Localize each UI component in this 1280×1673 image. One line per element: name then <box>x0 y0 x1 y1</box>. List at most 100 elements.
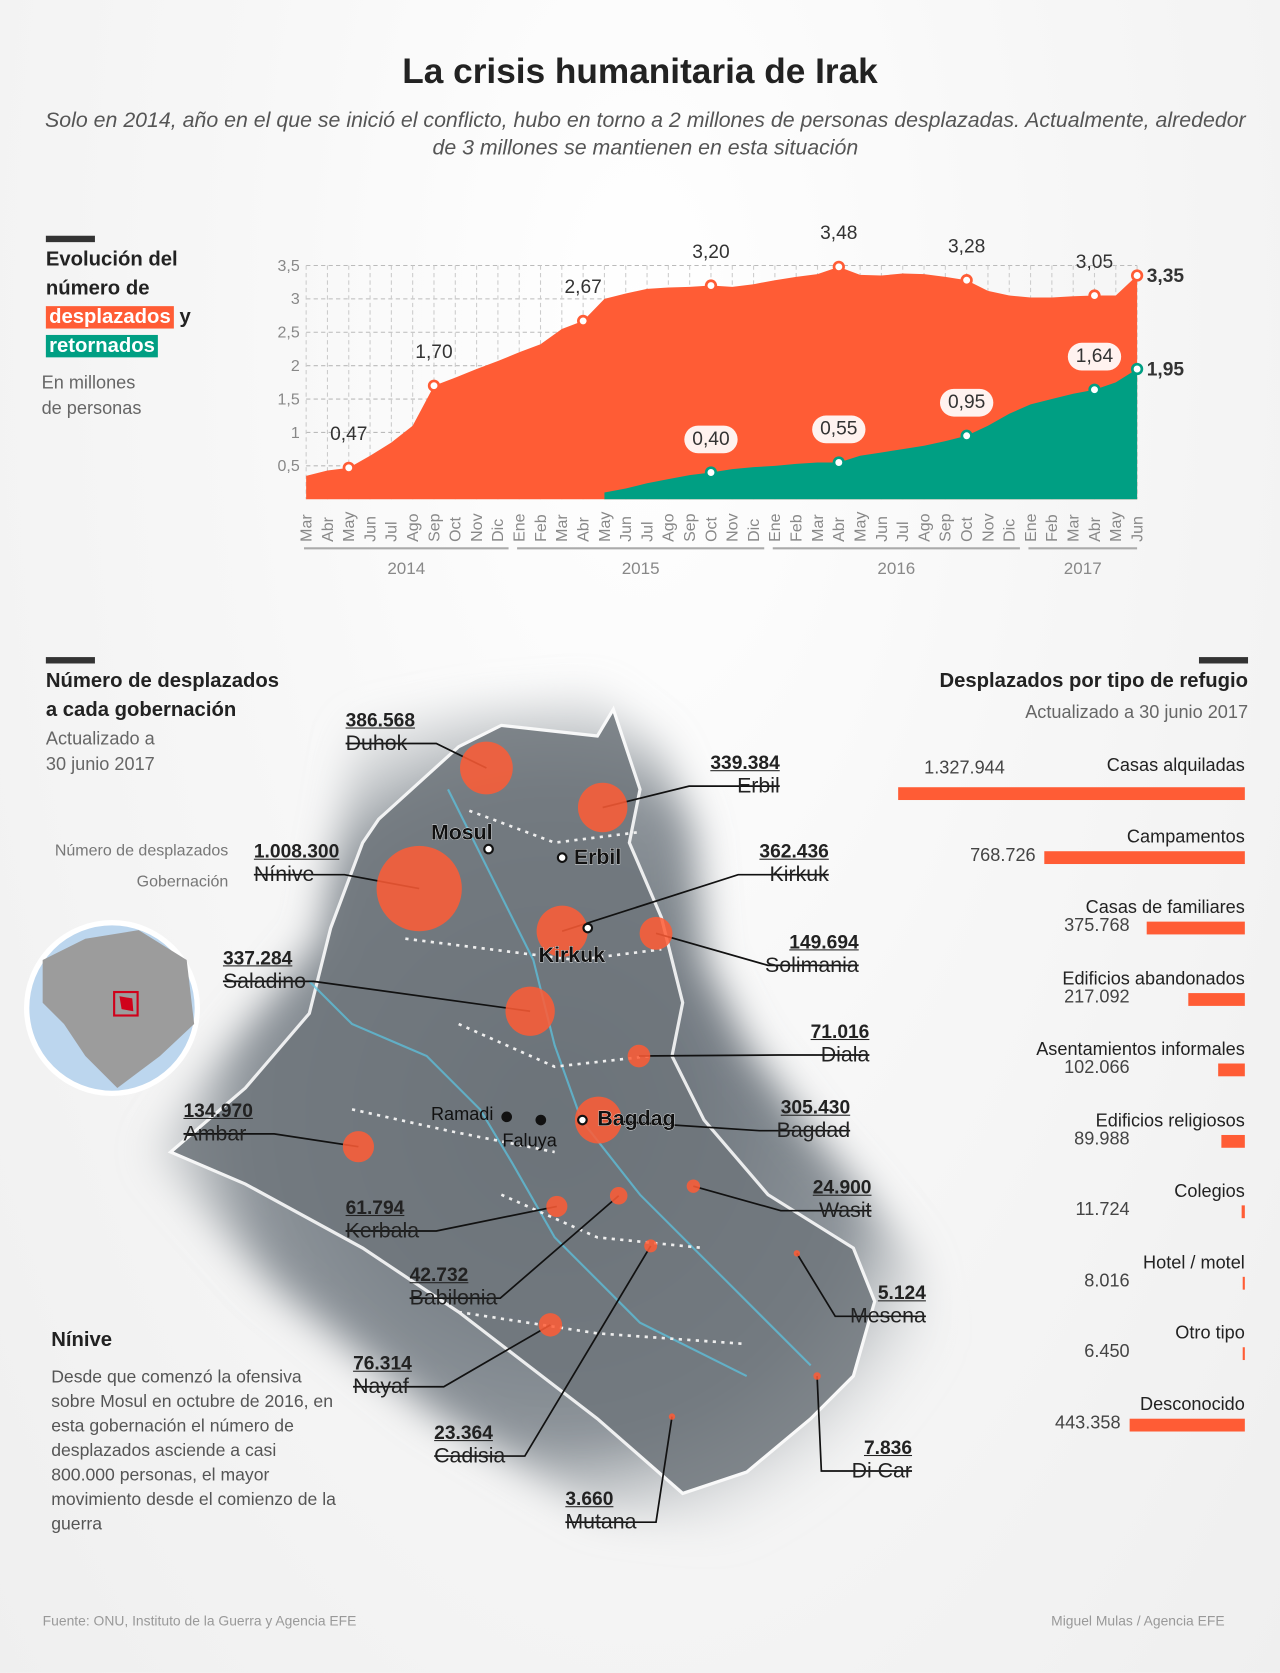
year-label: 2017 <box>1064 559 1102 578</box>
y-tick-label: 2 <box>291 358 300 375</box>
governorate-bubble <box>793 1250 801 1257</box>
x-tick-label: Mar <box>810 514 827 542</box>
section-marker <box>45 235 95 243</box>
governorate-label: 362.436 Kirkuk <box>759 841 828 888</box>
data-label: 1,70 <box>415 342 452 363</box>
governorate-bubble <box>627 1044 651 1068</box>
x-tick-label: May <box>597 512 614 542</box>
governorate-name: Solimania <box>765 953 859 978</box>
governorate-label: 149.694 Solimania <box>765 931 859 978</box>
bar-row: Otro tipo 6.450 <box>861 1323 1245 1376</box>
x-tick-label: Mar <box>554 514 571 542</box>
city-marker <box>582 922 594 934</box>
map-title-line1: Número de desplazados <box>45 669 280 693</box>
bar-category-label: Otro tipo <box>1175 1322 1245 1343</box>
x-tick-label: Ago <box>405 513 422 542</box>
city-label: Bagdag <box>597 1106 675 1130</box>
governorate-name: Ambar <box>183 1122 247 1146</box>
leader-line <box>561 873 829 933</box>
city-label: Faluya <box>502 1131 557 1151</box>
data-label: 0,40 <box>692 429 729 450</box>
x-tick-label: Sep <box>426 513 443 542</box>
legend-value-label: Número de desplazados <box>54 841 229 860</box>
leader-line <box>816 1376 913 1472</box>
bar <box>1242 1276 1245 1290</box>
x-tick-label: Jul <box>384 521 401 541</box>
governorate-label: 42.732 Babilonia <box>410 1264 498 1311</box>
x-tick-label: May <box>1108 512 1125 542</box>
unit-line2: de personas <box>41 397 142 419</box>
governorate-name: Di Car <box>851 1459 913 1483</box>
governorate-bubble <box>813 1372 821 1380</box>
retornados-marker <box>1130 362 1144 376</box>
governorate-label: 71.016 Diala <box>811 1021 870 1068</box>
data-label: 2,67 <box>564 277 601 298</box>
governorate-bubble <box>376 845 462 932</box>
data-label: 1,95 <box>1147 359 1185 380</box>
evolution-title-line2: número de <box>45 277 150 300</box>
x-tick-label: Nov <box>725 513 742 541</box>
bar-chart-title: Desplazados por tipo de refugio <box>939 669 1249 693</box>
governorate-name: Cadisia <box>434 1444 506 1468</box>
bar-row: Desconocido 443.358 <box>861 1394 1245 1447</box>
governorate-label: 305.430 Bagdad <box>777 1097 851 1144</box>
x-tick-label: Feb <box>533 514 550 542</box>
subtitle: Solo en 2014, año en el que se inició el… <box>45 108 1246 161</box>
data-label: 0,55 <box>820 419 857 440</box>
x-tick-label: Abr <box>575 516 592 542</box>
x-tick-label: Abr <box>1087 516 1104 542</box>
leader-line <box>598 1119 851 1132</box>
governorate-name: Wasit <box>818 1198 872 1223</box>
x-tick-label: Jul <box>639 521 656 541</box>
x-tick-label: Nov <box>980 513 997 541</box>
data-label: 3,28 <box>948 236 985 257</box>
governorate-value: 42.732 <box>409 1264 469 1286</box>
x-tick-label: Abr <box>831 516 848 542</box>
bar-chart-subtitle: Actualizado a 30 junio 2017 <box>1025 701 1249 723</box>
leader-line <box>434 1245 652 1457</box>
bar-row: Edificios abandonados 217.092 <box>861 968 1245 1021</box>
x-tick-label: Jun <box>874 516 891 542</box>
bar-value-label: 102.066 <box>1064 1057 1130 1078</box>
bar-category-label: Edificios abandonados <box>1062 968 1245 989</box>
governorate-name: Duhok <box>345 731 408 756</box>
data-label: 3,48 <box>820 223 857 244</box>
leader-line <box>602 785 780 809</box>
governorate-name: Diala <box>820 1043 870 1067</box>
retornados-marker <box>1088 383 1101 396</box>
desplazados-area <box>306 266 1138 500</box>
source: Fuente: ONU, Instituto de la Guerra y Ag… <box>42 1612 357 1629</box>
data-label: 3,35 <box>1147 266 1185 287</box>
data-label: 0,95 <box>948 392 985 413</box>
governorate-bubble <box>546 1195 568 1217</box>
credit: Miguel Mulas / Agencia EFE <box>1051 1612 1225 1629</box>
bar <box>1129 1418 1245 1431</box>
map-updated-line2: 30 junio 2017 <box>45 754 155 775</box>
leader-line <box>222 980 531 1013</box>
governorate-bubble <box>644 1239 658 1253</box>
bar-category-label: Edificios religiosos <box>1095 1109 1245 1131</box>
x-tick-label: Mar <box>1066 514 1083 542</box>
x-tick-label: Dic <box>1002 519 1019 542</box>
desplazados-marker <box>427 379 441 392</box>
bar-value-label: 89.988 <box>1074 1128 1130 1149</box>
bar-category-label: Casas de familiares <box>1085 897 1245 918</box>
x-tick-label: Dic <box>490 519 507 542</box>
city-label: Erbil <box>574 845 621 869</box>
city-marker <box>501 1111 513 1123</box>
bar-row: Asentamientos informales 102.066 <box>861 1039 1245 1092</box>
retornados-area <box>604 369 1138 500</box>
x-tick-label: Dic <box>746 519 763 542</box>
governorate-value: 134.970 <box>183 1099 253 1122</box>
x-tick-label: Ene <box>512 513 529 542</box>
governorate-label: 5.124 Mesena <box>850 1282 926 1329</box>
leader-line <box>693 1185 872 1212</box>
x-tick-label: Ago <box>661 513 678 542</box>
leader-line <box>409 1195 620 1300</box>
governorate-bubble <box>536 905 588 957</box>
x-tick-label: Sep <box>938 513 955 542</box>
bar-value-label: 8.016 <box>1084 1269 1130 1291</box>
